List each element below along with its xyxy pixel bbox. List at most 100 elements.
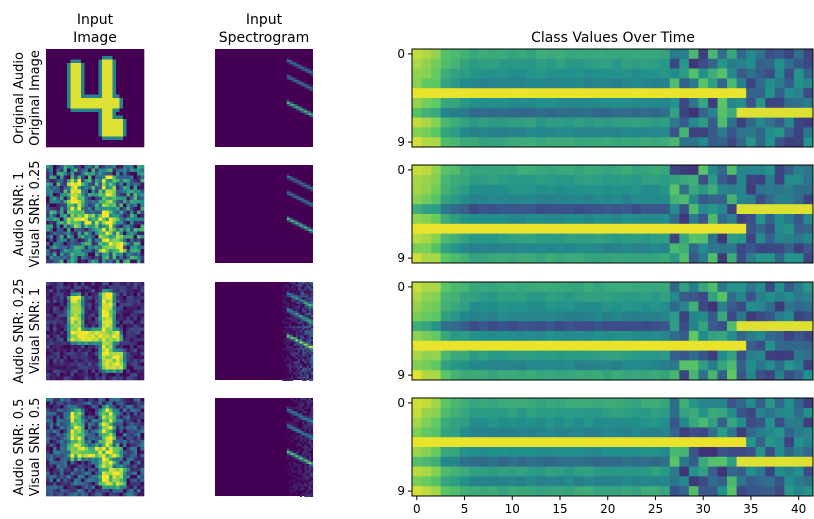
image-pixel	[130, 422, 134, 427]
spectrogram-cell	[288, 363, 292, 366]
image-pixel	[109, 338, 113, 342]
spectrogram-cell	[284, 284, 287, 287]
image-pixel	[102, 249, 106, 253]
image-pixel	[53, 366, 57, 370]
image-pixel	[98, 282, 103, 286]
spectrogram-cell	[295, 106, 298, 109]
image-pixel	[133, 245, 138, 250]
heatmap-cell	[755, 184, 766, 195]
spectrogram-cell	[297, 321, 300, 324]
image-pixel	[130, 429, 134, 434]
image-pixel	[88, 468, 92, 472]
spectrogram-cell	[297, 323, 300, 326]
image-pixel	[105, 105, 110, 109]
image-pixel	[126, 84, 131, 88]
image-pixel	[60, 306, 64, 311]
image-pixel	[56, 196, 61, 201]
image-pixel	[49, 405, 54, 409]
image-pixel	[91, 196, 96, 201]
image-pixel	[77, 56, 82, 60]
heatmap-cell	[469, 174, 480, 185]
image-pixel	[88, 310, 92, 314]
heatmap-cell	[536, 117, 546, 128]
image-pixel	[46, 362, 50, 367]
image-pixel	[91, 256, 96, 260]
image-pixel	[53, 306, 57, 311]
image-pixel	[88, 252, 92, 257]
heatmap-cell	[784, 49, 795, 60]
spectrogram-cell	[304, 304, 307, 307]
image-pixel	[70, 408, 75, 413]
image-pixel	[130, 186, 134, 190]
image-pixel	[119, 252, 124, 257]
image-pixel	[137, 217, 141, 222]
heatmap-cell	[727, 107, 737, 118]
image-pixel	[105, 196, 110, 201]
image-pixel	[91, 468, 96, 472]
image-pixel	[130, 101, 134, 106]
heatmap-cell	[555, 117, 566, 128]
heatmap-cell	[698, 117, 709, 128]
image-pixel	[53, 231, 57, 236]
image-pixel	[109, 436, 113, 441]
heatmap-cell	[698, 98, 709, 109]
spectrogram-cell	[297, 286, 300, 289]
spectrogram-cell	[286, 295, 289, 298]
image-pixel	[102, 478, 106, 483]
spectrogram-cell	[282, 301, 285, 304]
heatmap-cell	[669, 137, 680, 148]
image-pixel	[105, 245, 110, 250]
image-pixel	[49, 259, 54, 264]
spectrogram-cell	[302, 345, 305, 348]
image-pixel	[74, 401, 78, 406]
image-pixel	[88, 398, 92, 402]
image-pixel	[88, 299, 92, 304]
spectrogram-cell	[304, 226, 307, 229]
image-pixel	[102, 259, 106, 264]
image-pixel	[88, 433, 92, 437]
image-pixel	[112, 91, 117, 95]
image-pixel	[70, 373, 75, 377]
heatmap-cell	[602, 78, 613, 89]
spectrogram-cell	[310, 187, 314, 190]
image-pixel	[98, 140, 103, 144]
image-pixel	[140, 87, 145, 92]
image-pixel	[105, 338, 110, 342]
image-pixel	[119, 259, 124, 264]
image-pixel	[60, 433, 64, 437]
heatmap-cell	[602, 107, 613, 118]
image-pixel	[49, 63, 54, 67]
image-pixel	[67, 105, 71, 109]
heatmap-cell	[784, 253, 795, 264]
spectrogram-cell	[288, 326, 292, 329]
image-pixel	[91, 98, 96, 102]
heatmap-cell	[574, 137, 585, 148]
heatmap-cell	[536, 174, 546, 185]
image-pixel	[84, 77, 89, 81]
image-pixel	[60, 362, 64, 367]
heatmap-cell	[602, 253, 613, 264]
heatmap-cell	[660, 223, 671, 234]
image-pixel	[56, 475, 61, 479]
image-pixel	[88, 203, 92, 208]
image-pixel	[133, 317, 138, 321]
image-pixel	[88, 179, 92, 183]
spectrogram-cell	[302, 356, 305, 359]
image-pixel	[56, 450, 61, 455]
image-pixel	[126, 80, 131, 85]
image-pixel	[60, 252, 64, 257]
image-pixel	[46, 126, 50, 130]
image-pixel	[74, 296, 78, 300]
image-pixel	[46, 235, 50, 239]
heatmap-cell	[459, 243, 470, 254]
image-pixel	[116, 214, 120, 218]
image-pixel	[123, 122, 127, 127]
image-pixel	[105, 172, 110, 176]
image-pixel	[91, 433, 96, 437]
image-pixel	[70, 77, 75, 81]
image-pixel	[84, 359, 89, 363]
heatmap-cell	[497, 88, 508, 99]
heatmap-cell	[612, 233, 623, 244]
spectrogram-cell	[286, 332, 289, 335]
image-pixel	[95, 338, 99, 342]
